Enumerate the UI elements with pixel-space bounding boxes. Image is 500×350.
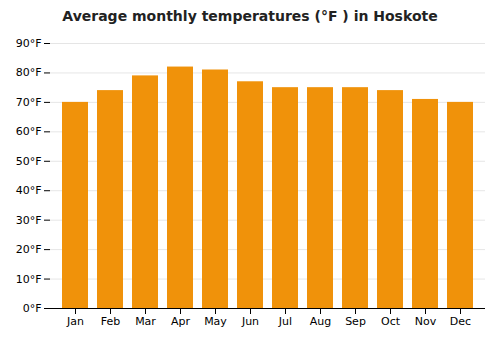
- svg-text:70°F: 70°F: [16, 96, 42, 109]
- svg-text:Feb: Feb: [101, 315, 120, 328]
- svg-text:May: May: [204, 315, 227, 328]
- svg-text:50°F: 50°F: [16, 155, 42, 168]
- svg-text:40°F: 40°F: [16, 184, 42, 197]
- svg-text:10°F: 10°F: [16, 273, 42, 286]
- svg-text:Sep: Sep: [345, 315, 366, 328]
- svg-text:60°F: 60°F: [16, 125, 42, 138]
- html-text:Average monthly temperatures (: Average monthly temperatures (°F ) in Ho…: [62, 8, 438, 24]
- svg-text:20°F: 20°F: [16, 243, 42, 256]
- svg-text:Dec: Dec: [450, 315, 471, 328]
- svg-text:30°F: 30°F: [16, 214, 42, 227]
- svg-text:90°F: 90°F: [16, 37, 42, 50]
- svg-text:Jul: Jul: [278, 315, 292, 328]
- svg-text:Aug: Aug: [310, 315, 331, 328]
- svg-text:0°F: 0°F: [23, 302, 42, 315]
- svg-text:Mar: Mar: [135, 315, 156, 328]
- svg-text:80°F: 80°F: [16, 66, 42, 79]
- svg-text:Apr: Apr: [171, 315, 191, 328]
- svg-text:Nov: Nov: [415, 315, 437, 328]
- svg-text:Jun: Jun: [241, 315, 259, 328]
- svg-text:Oct: Oct: [381, 315, 401, 328]
- svg-text:Jan: Jan: [66, 315, 84, 328]
